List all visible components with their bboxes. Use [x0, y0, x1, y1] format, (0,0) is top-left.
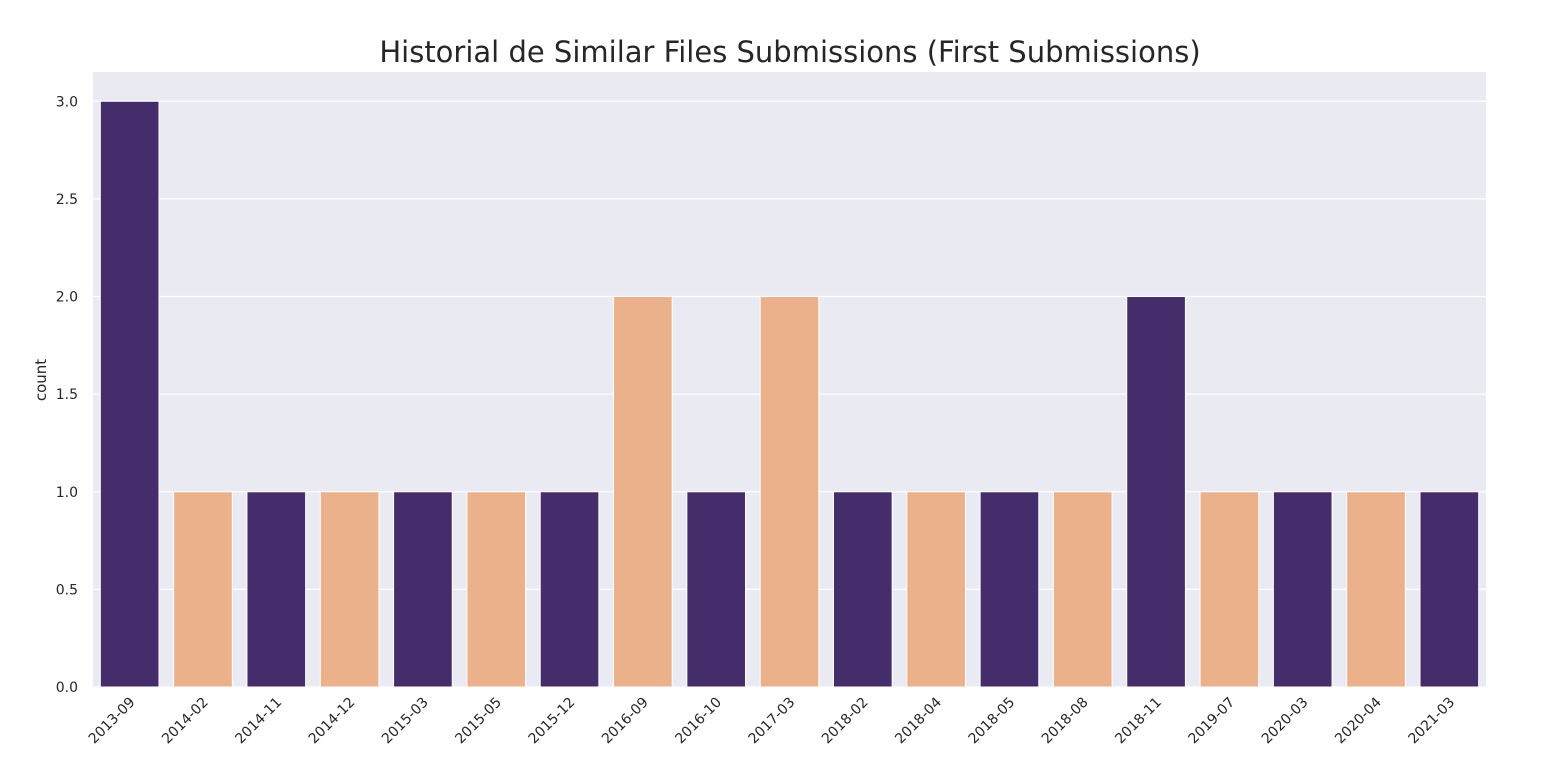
y-tick-label: 0.0 — [56, 680, 78, 696]
x-tick-label: 2018-11 — [1112, 695, 1165, 748]
y-tick-label: 2.0 — [56, 290, 78, 306]
x-tick-label: 2014-12 — [306, 695, 359, 748]
x-tick-label: 2014-11 — [232, 695, 285, 748]
bar-2018-05 — [979, 491, 1040, 688]
x-tick-label: 2018-04 — [892, 694, 945, 747]
bar-2018-04 — [906, 491, 966, 688]
bar-2017-03 — [759, 296, 820, 688]
x-tick-label: 2016-09 — [599, 695, 652, 748]
bar-2020-03 — [1272, 491, 1333, 688]
x-axis-ticks: 2013-09 2014-02 2014-11 2014-12 2015-03 2015-… — [86, 694, 1458, 747]
x-tick-label: 2016-10 — [672, 695, 725, 748]
x-tick-label: 2018-02 — [819, 695, 872, 748]
y-tick-label: 0.5 — [56, 582, 78, 598]
y-tick-label: 1.5 — [56, 387, 78, 403]
chart-title: Historial de Similar Files Submissions (… — [379, 35, 1200, 69]
bars — [99, 100, 1480, 688]
x-tick-label: 2015-05 — [452, 695, 505, 748]
x-tick-label: 2020-03 — [1259, 695, 1312, 748]
x-tick-label: 2018-08 — [1039, 695, 1092, 748]
bar-2018-02 — [832, 491, 893, 688]
bar-2014-02 — [173, 491, 233, 688]
bar-2015-03 — [393, 491, 453, 688]
y-axis-label: count — [32, 359, 50, 401]
bar-2016-09 — [613, 296, 673, 688]
bar-2016-10 — [686, 491, 747, 688]
bar-2018-08 — [1052, 491, 1113, 688]
x-tick-label: 2015-12 — [526, 695, 579, 748]
bar-2020-04 — [1346, 491, 1406, 688]
y-axis-ticks: 0.0 0.5 1.0 1.5 2.0 2.5 3.0 — [56, 94, 78, 696]
x-tick-label: 2020-04 — [1332, 694, 1385, 747]
bar-2014-11 — [246, 491, 307, 688]
x-tick-label: 2018-05 — [966, 695, 1019, 748]
y-tick-label: 2.5 — [56, 192, 78, 208]
y-tick-label: 1.0 — [56, 485, 78, 501]
x-tick-label: 2013-09 — [86, 695, 139, 748]
bar-2015-12 — [539, 491, 600, 688]
x-tick-label: 2014-02 — [159, 695, 212, 748]
bar-2015-05 — [466, 491, 527, 688]
x-tick-label: 2019-07 — [1186, 695, 1239, 748]
y-tick-label: 3.0 — [56, 94, 78, 110]
bar-2014-12 — [319, 491, 380, 688]
x-tick-label: 2015-03 — [379, 695, 432, 748]
bar-2021-03 — [1419, 491, 1480, 688]
x-tick-label: 2017-03 — [746, 695, 799, 748]
x-tick-label: 2021-03 — [1405, 695, 1458, 748]
bar-2013-09 — [99, 100, 160, 688]
bar-2018-11 — [1126, 296, 1186, 688]
bar-2019-07 — [1199, 491, 1260, 688]
